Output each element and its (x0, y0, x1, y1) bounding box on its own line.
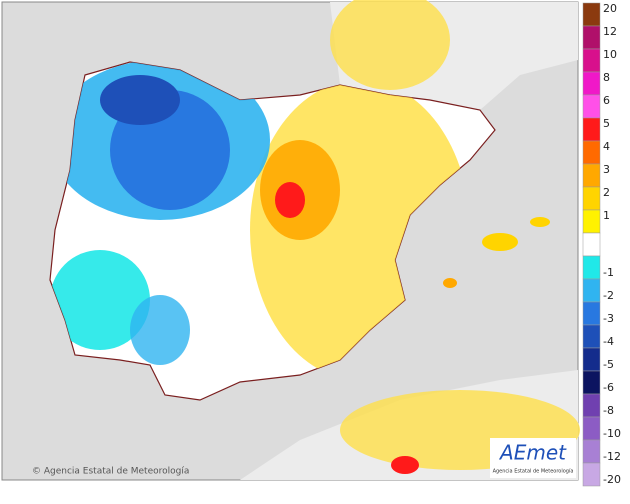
legend-swatch (582, 370, 601, 395)
legend-swatch (582, 347, 601, 372)
legend-label: -6 (603, 381, 614, 394)
legend-label: 3 (603, 163, 610, 176)
legend-label: -2 (603, 289, 614, 302)
legend-swatch (582, 140, 601, 165)
cold-area (100, 75, 180, 125)
legend-label: -4 (603, 335, 614, 348)
legend-swatch (582, 94, 601, 119)
legend-swatch (582, 48, 601, 73)
legend-swatch (582, 209, 601, 234)
legend-label: -5 (603, 358, 614, 371)
hot-spot (275, 182, 305, 218)
legend-label: -3 (603, 312, 614, 325)
island (482, 233, 518, 251)
legend-swatch (582, 117, 601, 142)
legend-swatch (582, 324, 601, 349)
legend-label: 6 (603, 94, 610, 107)
legend-label: -20 (603, 473, 621, 486)
cold-area (130, 295, 190, 365)
legend-label: -10 (603, 427, 621, 440)
island (530, 217, 550, 227)
legend-swatch (582, 278, 601, 303)
legend-label: 10 (603, 48, 617, 61)
legend-label: -12 (603, 450, 621, 463)
legend-swatch (582, 301, 601, 326)
legend-label: -1 (603, 266, 614, 279)
legend-label: 8 (603, 71, 610, 84)
logo-box (490, 438, 576, 478)
cold-area (50, 250, 150, 350)
legend-label: 4 (603, 140, 610, 153)
warm-area (330, 0, 450, 90)
legend-label: 2 (603, 186, 610, 199)
legend-swatch (582, 462, 601, 487)
legend-swatch (582, 163, 601, 188)
legend-swatch (582, 393, 601, 418)
legend-swatch (582, 71, 601, 96)
legend: 20 12 10 8 6 5 4 3 2 1 -1 -2 -3 -4 -5 -6 -8 -10 -12 -20 (582, 2, 621, 487)
legend-swatch (582, 416, 601, 441)
logo-subtitle: Agencia Estatal de Meteorología (493, 468, 574, 475)
hot-spot (391, 456, 419, 474)
legend-label: 12 (603, 25, 617, 38)
legend-swatch (582, 2, 601, 27)
legend-label: 5 (603, 117, 610, 130)
legend-label: -8 (603, 404, 614, 417)
legend-swatch (582, 232, 601, 257)
logo: AEmet (498, 441, 567, 465)
legend-swatch (582, 25, 601, 50)
island (443, 278, 457, 288)
legend-swatch (582, 255, 601, 280)
credit: © Agencia Estatal de Meteorología (32, 467, 189, 477)
legend-swatch (582, 439, 601, 464)
legend-swatch (582, 186, 601, 211)
legend-label: 20 (603, 2, 617, 15)
legend-label: 1 (603, 209, 610, 222)
